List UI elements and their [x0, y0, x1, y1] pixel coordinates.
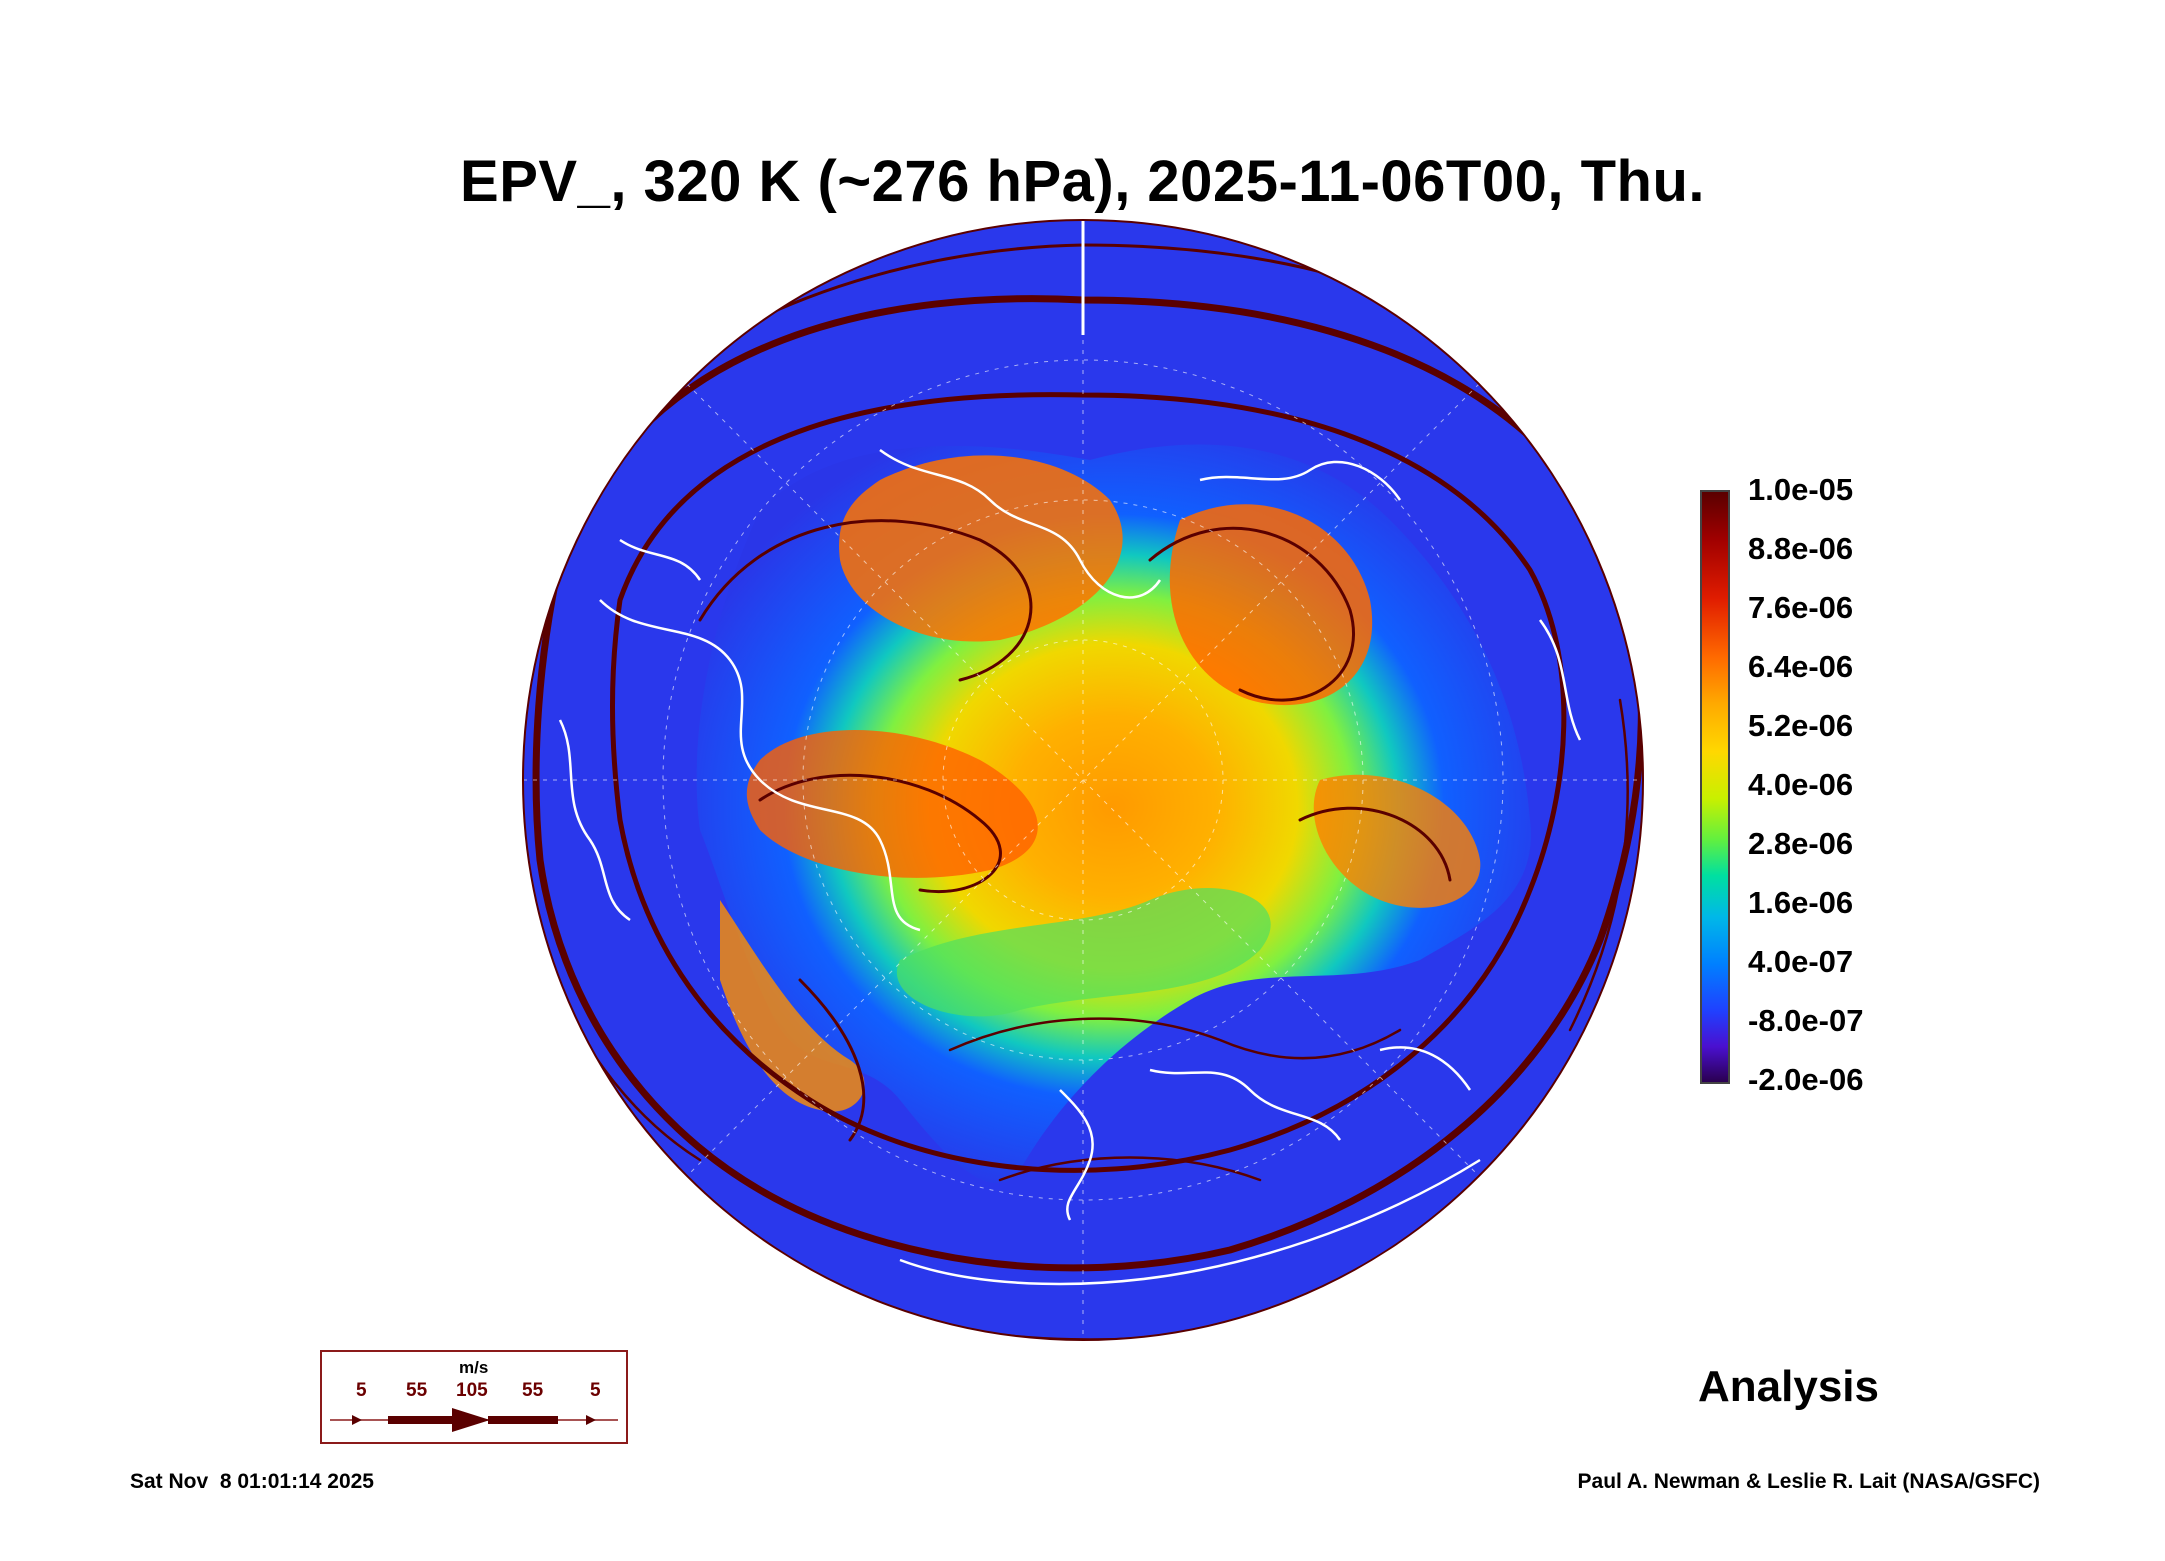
colorbar-tick-label: 4.0e-07 — [1748, 944, 1854, 979]
colorbar-tick-label: -8.0e-07 — [1748, 1003, 1864, 1038]
graticule — [523, 220, 1643, 1340]
wind-legend-graphic — [330, 1408, 618, 1432]
colorbar-tick-label: 1.6e-06 — [1748, 885, 1854, 920]
high-pv-core-1 — [839, 455, 1123, 642]
wind-legend-unit: m/s — [459, 1358, 489, 1377]
colorbar-tick-label: 8.8e-06 — [1748, 531, 1854, 566]
colorbar-tick-label: 5.2e-06 — [1748, 708, 1854, 743]
colorbar-tick-label: 1.0e-05 — [1748, 472, 1854, 507]
green-filament — [896, 888, 1271, 1017]
colorbar-tick-label: -2.0e-06 — [1748, 1062, 1864, 1097]
footer-credit: Paul A. Newman & Leslie R. Lait (NASA/GS… — [1577, 1470, 2040, 1493]
high-pv-core-3 — [746, 730, 1038, 878]
wind-legend-value: 5 — [356, 1380, 367, 1401]
colorbar — [1700, 490, 1730, 1084]
wind-bar-medium-right — [488, 1416, 558, 1424]
colorbar-tick-label: 2.8e-06 — [1748, 826, 1854, 861]
chart-title: EPV_, 320 K (~276 hPa), 2025-11-06T00, T… — [460, 149, 1705, 214]
wind-bar-medium-left — [388, 1416, 452, 1424]
wind-arrow-thin-right — [586, 1415, 596, 1425]
analysis-label: Analysis — [1698, 1362, 1879, 1411]
colorbar-gradient — [1700, 490, 1730, 1084]
wind-speed-legend: m/s 5 55 105 55 5 — [320, 1350, 628, 1444]
wind-arrow-thin-left — [352, 1415, 362, 1425]
colorbar-tick-label: 7.6e-06 — [1748, 590, 1854, 625]
colorbar-tick-label: 4.0e-06 — [1748, 767, 1854, 802]
high-pv-core-2 — [1169, 504, 1373, 706]
wind-legend-value: 5 — [590, 1380, 601, 1401]
coastlines — [558, 448, 1582, 1286]
wind-arrow-thick — [452, 1408, 490, 1432]
footer-timestamp: Sat Nov 8 01:01:14 2025 — [130, 1470, 374, 1493]
colorbar-tick-label: 6.4e-06 — [1748, 649, 1854, 684]
wind-legend-value: 105 — [456, 1380, 488, 1401]
hemisphere-outline — [522, 219, 1644, 1341]
wind-legend-value: 55 — [406, 1380, 428, 1401]
wind-legend-value: 55 — [522, 1380, 544, 1401]
